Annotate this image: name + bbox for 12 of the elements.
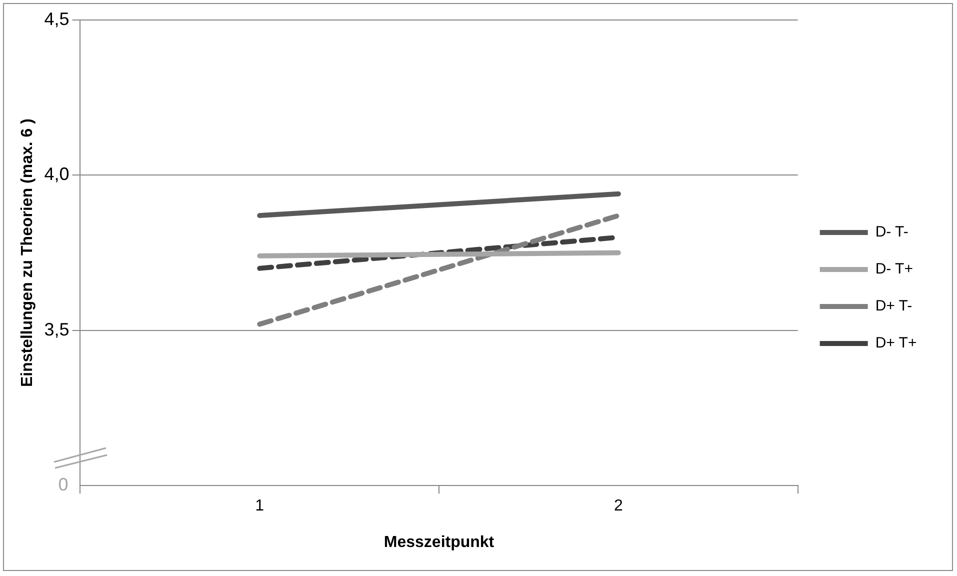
text: 0 [58, 474, 68, 495]
y-axis-title: Einstellungen zu Theorien (max. 6 ) [19, 118, 36, 388]
legend-label: D- T- [875, 224, 908, 241]
legend-label: D+ T+ [875, 334, 917, 352]
y-tick-label: 3,5 [44, 319, 70, 340]
y-tick-label: 4,5 [44, 8, 70, 29]
y-tick-label: 4,0 [44, 164, 70, 184]
legend-label: D- T+ [875, 260, 914, 278]
x-tick-label: 1 [255, 498, 264, 515]
x-tick-label: 2 [614, 498, 623, 515]
legend-label: D+ T- [875, 298, 912, 315]
x-axis-title: Messzeitpunkt [384, 534, 495, 551]
